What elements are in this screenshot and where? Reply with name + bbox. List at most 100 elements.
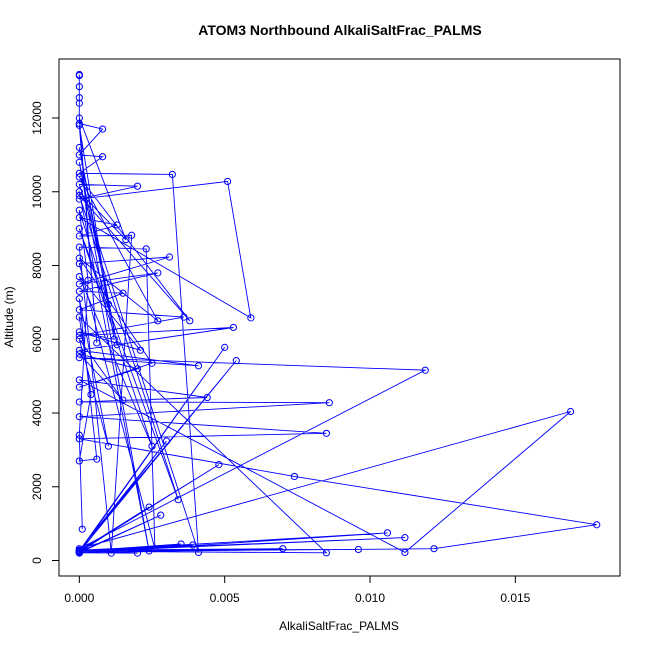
data-point (75, 260, 83, 268)
x-axis: 0.000 0.005 0.010 0.015 (64, 575, 531, 605)
data-point (75, 191, 83, 200)
data-point (133, 182, 142, 190)
data-point (221, 343, 229, 351)
data-point (145, 547, 153, 555)
x-tick-label: 0.010 (355, 591, 385, 605)
data-point (75, 295, 83, 303)
y-tick-label: 12000 (30, 101, 44, 135)
data-point (75, 376, 83, 384)
data-point (75, 119, 83, 128)
data-point (401, 548, 409, 556)
data-point (75, 547, 83, 555)
data-point (93, 455, 101, 463)
data-point (168, 170, 176, 179)
data-point (75, 280, 83, 288)
x-tick-label: 0.015 (500, 591, 530, 605)
data-point (148, 359, 156, 367)
data-point (186, 317, 194, 325)
data-point (290, 472, 299, 481)
data-point (194, 548, 203, 556)
data-point (75, 398, 83, 406)
data-point (194, 362, 203, 370)
data-point (75, 383, 83, 391)
y-tick-label: 10000 (30, 175, 44, 209)
data-point (229, 323, 238, 332)
data-point (75, 180, 83, 188)
y-tick-label: 2000 (30, 473, 44, 500)
data-point (133, 549, 142, 557)
data-point (75, 213, 83, 222)
data-point (165, 253, 174, 261)
data-point (593, 521, 601, 529)
data-point (157, 511, 165, 519)
data-point (232, 357, 240, 365)
data-point (177, 540, 185, 548)
data-point (430, 545, 438, 553)
x-tick-label: 0.005 (210, 591, 240, 605)
data-point (75, 169, 83, 177)
data-point (180, 313, 188, 321)
data-point (215, 461, 223, 469)
data-point (279, 545, 287, 553)
data-point (104, 442, 113, 450)
data-point (84, 276, 92, 284)
data-point (110, 335, 118, 343)
data-point (325, 399, 333, 407)
data-point (75, 457, 83, 465)
y-tick-label: 8000 (30, 252, 44, 279)
data-point (75, 350, 83, 358)
data-point (99, 153, 107, 161)
data-point (75, 435, 83, 443)
data-point (75, 99, 83, 107)
data-point (162, 437, 171, 445)
data-point (75, 225, 83, 233)
data-point (401, 534, 409, 542)
y-axis: 0 2000 4000 6000 8000 10000 12000 (30, 101, 60, 564)
data-point (421, 366, 429, 374)
data-point (145, 503, 153, 511)
data-point (566, 407, 575, 416)
data-point (75, 232, 83, 240)
data-point (75, 243, 83, 251)
data-point (75, 346, 83, 354)
data-point (136, 346, 144, 354)
data-point (75, 114, 83, 122)
data-point (75, 287, 83, 295)
data-point (99, 125, 107, 133)
data-point (75, 335, 83, 343)
data-point (75, 272, 83, 281)
data-point (142, 245, 150, 253)
data-point (154, 269, 162, 277)
data-point (174, 496, 182, 504)
data-point (133, 365, 142, 373)
data-point (189, 541, 197, 549)
data-point (75, 431, 83, 439)
data-point (119, 396, 127, 404)
data-point (75, 306, 83, 314)
data-point (75, 254, 83, 262)
data-point (78, 525, 86, 533)
chart-title: ATOM3 Northbound AlkaliSaltFrac_PALMS (198, 22, 481, 38)
data-point (75, 83, 83, 91)
data-point (75, 151, 83, 159)
x-tick-label: 0.000 (64, 591, 94, 605)
data-point (93, 339, 101, 347)
data-point (113, 221, 121, 229)
y-tick-label: 6000 (30, 326, 44, 353)
data-point (203, 393, 211, 402)
data-point (154, 317, 162, 325)
data-point (107, 549, 115, 557)
data-point (75, 313, 83, 321)
plot-frame (58, 58, 621, 577)
data-point (75, 206, 83, 214)
series-layer (75, 70, 601, 557)
data-point (148, 442, 156, 450)
data-point (75, 328, 83, 336)
data-point (75, 413, 83, 421)
data-point (75, 70, 83, 79)
data-point (75, 143, 83, 152)
data-point (75, 331, 83, 340)
data-point (128, 231, 136, 239)
data-point (75, 354, 83, 362)
